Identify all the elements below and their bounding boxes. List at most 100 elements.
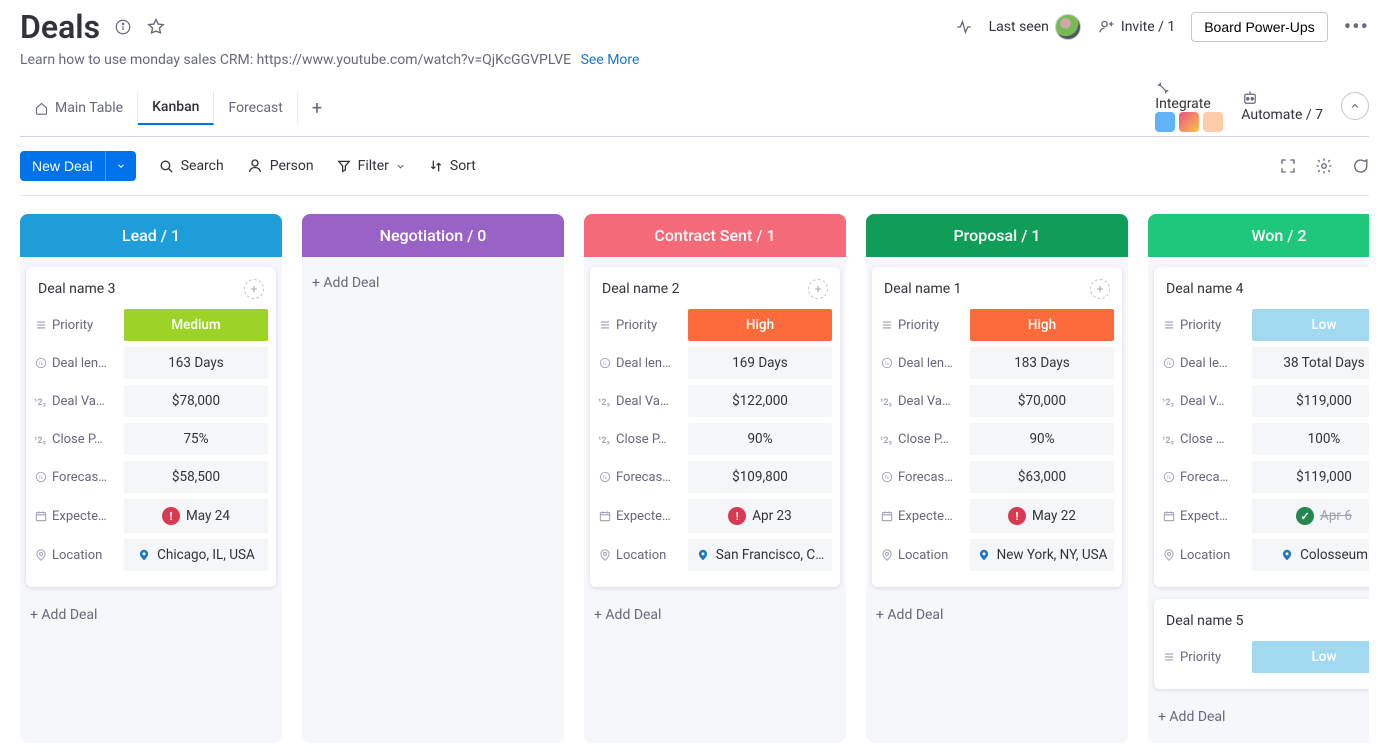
kanban-column: Won / 2 Deal name 4+PriorityLowfxDeal le…… [1148,214,1369,743]
comment-icon[interactable] [1351,157,1369,175]
add-deal-button[interactable]: + Add Deal [590,599,840,631]
forecast-value: $109,800 [688,461,832,493]
svg-text:fx: fx [885,360,890,367]
card-row-expected: Expecte…!May 24 [34,499,268,533]
card-row-close-prob: ¹2₃Close P…75% [34,423,268,455]
more-icon[interactable]: ••• [1344,15,1369,40]
location-value: Chicago, IL, USA [124,539,268,571]
add-deal-button[interactable]: + Add Deal [1154,701,1369,733]
new-deal-dropdown[interactable] [105,151,136,181]
new-deal-main[interactable]: New Deal [20,151,105,181]
column-header: Negotiation / 0 [302,214,564,257]
fullscreen-icon[interactable] [1279,157,1297,175]
priority-value[interactable]: High [688,309,832,341]
deal-length-value: 163 Days [124,347,268,379]
card-row-priority: PriorityHigh [598,309,832,341]
card-add-icon[interactable]: + [244,279,264,299]
deal-card[interactable]: Deal name 5+PriorityLow [1154,599,1369,689]
card-row-forecast: fxForecas…$109,800 [598,461,832,493]
close-prob-value: 75% [124,423,268,455]
card-row-expected: Expecte…!May 22 [880,499,1114,533]
info-icon[interactable] [114,18,132,36]
card-title: Deal name 5 [1166,613,1244,629]
subtitle-text: Learn how to use monday sales CRM: https… [20,52,571,68]
card-add-icon[interactable]: + [808,279,828,299]
deal-card[interactable]: Deal name 4+PriorityLowfxDeal le…38 Tota… [1154,267,1369,587]
deal-card[interactable]: Deal name 2+PriorityHighfxDeal len…169 D… [590,267,840,587]
card-row-deal-length: fxDeal len…183 Days [880,347,1114,379]
svg-text:fx: fx [885,474,890,481]
card-row-deal-value: ¹2₃Deal Va…$70,000 [880,385,1114,417]
card-row-close-prob: ¹2₃Close P…90% [598,423,832,455]
close-prob-value: 90% [970,423,1114,455]
card-title: Deal name 3 [38,281,116,297]
kanban-column: Contract Sent / 1Deal name 2+PriorityHig… [584,214,846,743]
svg-text:fx: fx [603,474,608,481]
card-row-priority: PriorityMedium [34,309,268,341]
deal-value: $122,000 [688,385,832,417]
card-row-location: LocationChicago, IL, USA [34,539,268,571]
page-title: Deals [20,8,100,46]
tab-forecast[interactable]: Forecast [214,92,297,124]
see-more-link[interactable]: See More [581,52,640,68]
tab-main-table[interactable]: Main Table [20,92,138,124]
filter-button[interactable]: Filter [336,158,406,174]
tab-kanban[interactable]: Kanban [138,91,214,125]
card-row-deal-length: fxDeal len…169 Days [598,347,832,379]
card-row-expected: Expect…✓Apr 6 [1162,499,1369,533]
priority-value[interactable]: High [970,309,1114,341]
last-seen[interactable]: Last seen [989,14,1081,40]
add-deal-button[interactable]: + Add Deal [872,599,1122,631]
card-row-deal-length: fxDeal len…163 Days [34,347,268,379]
chevron-down-icon [395,161,406,172]
card-title: Deal name 4 [1166,281,1244,297]
forecast-value: $63,000 [970,461,1114,493]
search-button[interactable]: Search [158,158,224,175]
expected-value: !Apr 23 [688,499,832,533]
priority-value[interactable]: Low [1252,309,1369,341]
add-deal-button[interactable]: + Add Deal [308,267,558,299]
expected-value: ✓Apr 6 [1252,499,1369,533]
svg-text:fx: fx [39,360,44,367]
view-tabs: Main TableKanbanForecast+ [20,90,336,127]
card-row-deal-value: ¹2₃Deal Va…$78,000 [34,385,268,417]
collapse-button[interactable] [1341,92,1369,120]
column-header: Won / 2 [1148,214,1369,257]
add-view-button[interactable]: + [298,90,336,127]
deal-card[interactable]: Deal name 1+PriorityHighfxDeal len…183 D… [872,267,1122,587]
deal-value: $119,000 [1252,385,1369,417]
star-icon[interactable] [146,17,166,37]
priority-value[interactable]: Low [1252,641,1369,673]
forecast-value: $58,500 [124,461,268,493]
powerups-button[interactable]: Board Power-Ups [1191,12,1328,42]
automate-button[interactable]: Automate / 7 [1241,89,1323,123]
card-row-deal-length: fxDeal le…38 Total Days [1162,347,1369,379]
invite-button[interactable]: Invite / 1 [1097,18,1175,36]
person-filter[interactable]: Person [246,157,314,175]
card-row-forecast: fxForecas…$63,000 [880,461,1114,493]
integrate-button[interactable]: Integrate [1155,80,1223,132]
last-seen-label: Last seen [989,19,1049,35]
avatar-icon [1055,14,1081,40]
kanban-column: Proposal / 1Deal name 1+PriorityHighfxDe… [866,214,1128,743]
card-row-location: LocationNew York, NY, USA [880,539,1114,571]
add-deal-button[interactable]: + Add Deal [26,599,276,631]
svg-text:fx: fx [39,474,44,481]
sort-button[interactable]: Sort [428,158,476,174]
forecast-value: $119,000 [1252,461,1369,493]
location-value: San Francisco, C… [688,539,832,571]
new-deal-button[interactable]: New Deal [20,151,136,181]
location-value: New York, NY, USA [970,539,1114,571]
deal-length-value: 183 Days [970,347,1114,379]
card-row-location: LocationSan Francisco, C… [598,539,832,571]
activity-icon[interactable] [955,18,973,36]
card-add-icon[interactable]: + [1090,279,1110,299]
card-row-close-prob: ¹2₃Close P…90% [880,423,1114,455]
priority-value[interactable]: Medium [124,309,268,341]
column-header: Contract Sent / 1 [584,214,846,257]
automate-label: Automate / 7 [1241,107,1323,123]
deal-value: $78,000 [124,385,268,417]
deal-card[interactable]: Deal name 3 + PriorityMedium fxDeal len…163… [26,267,276,587]
settings-icon[interactable] [1315,157,1333,175]
deal-value: $70,000 [970,385,1114,417]
